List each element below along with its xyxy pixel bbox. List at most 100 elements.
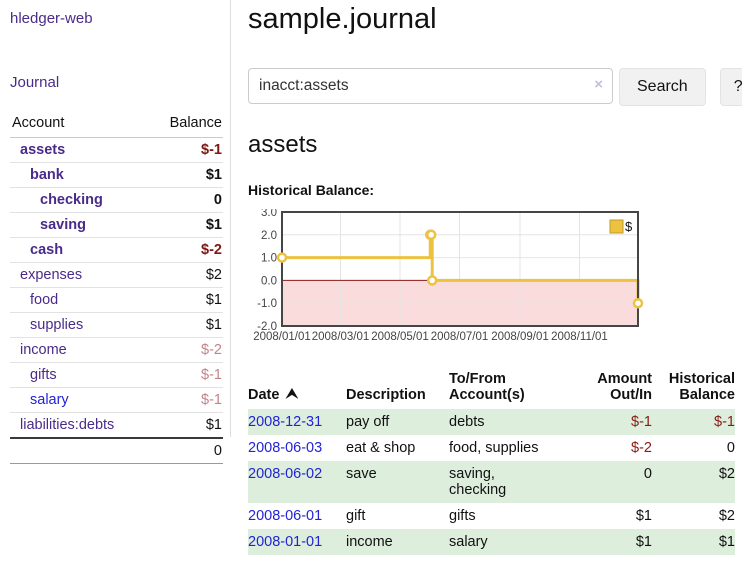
account-row-income: income $-2	[10, 337, 223, 363]
account-link-gifts[interactable]: gifts	[30, 367, 57, 383]
plot-border	[281, 211, 639, 327]
header-date-sortable[interactable]: Date	[248, 369, 346, 409]
transaction-accounts: salary	[449, 534, 488, 550]
transaction-balance: $-1	[714, 414, 735, 430]
accounts-header-row: Account Balance	[10, 112, 223, 138]
account-row-food: food $1	[10, 287, 223, 313]
header-description: Description	[346, 387, 426, 403]
account-balance: $1	[149, 287, 223, 313]
register-table: Date Description To/From Account(s) Amou…	[248, 369, 735, 555]
transaction-accounts: saving, checking	[449, 466, 507, 498]
header-tofrom-accounts: To/From Account(s)	[449, 371, 525, 403]
account-balance: $1	[149, 412, 223, 439]
account-link-checking[interactable]: checking	[40, 192, 103, 208]
transaction-amount: $1	[635, 508, 652, 524]
account-balance: $1	[149, 162, 223, 188]
account-row-cash: cash $-2	[10, 237, 223, 263]
accounts-total-balance: 0	[149, 438, 223, 464]
account-link-assets[interactable]: assets	[20, 142, 66, 158]
search-form: × Search ?	[248, 68, 742, 106]
transaction-row: 2008-06-01 gift gifts $1 $2	[248, 503, 735, 529]
main-pane: sample.journal × Search ? assets Histori…	[231, 0, 742, 555]
transaction-accounts: food, supplies	[449, 440, 539, 456]
x-tick-label: 2008/03/01	[312, 331, 370, 343]
transaction-amount: $-1	[631, 414, 652, 430]
x-tick-label: 2008/01/01	[253, 331, 311, 343]
accounts-header-balance: Balance	[149, 112, 223, 138]
sidebar-item-journal[interactable]: Journal	[10, 74, 60, 91]
search-box: ×	[248, 68, 613, 106]
account-link-income[interactable]: income	[20, 342, 67, 358]
transaction-row: 2008-12-31 pay off debts $-1 $-1	[248, 409, 735, 435]
accounts-header-account: Account	[10, 112, 150, 138]
sort-ascending-icon	[285, 388, 299, 399]
account-row-bank: bank $1	[10, 162, 223, 188]
account-link-food[interactable]: food	[30, 292, 59, 308]
x-tick-label: 2008/09/01	[491, 331, 549, 343]
data-point-marker	[276, 252, 288, 263]
account-row-gifts: gifts $-1	[10, 362, 223, 388]
account-row-supplies: supplies $1	[10, 312, 223, 338]
transaction-accounts: gifts	[449, 508, 476, 524]
transaction-description: gift	[346, 508, 366, 524]
data-point-marker	[425, 229, 437, 241]
account-row-assets: assets $-1	[10, 137, 223, 163]
transaction-description: save	[346, 466, 377, 482]
data-point-marker	[632, 297, 644, 309]
data-point-marker	[426, 275, 438, 286]
transaction-date-link[interactable]: 2008-06-02	[248, 466, 323, 482]
y-tick-label: 3.0	[261, 209, 277, 219]
header-historical-balance: Historical Balance	[668, 371, 735, 403]
transaction-amount: $-2	[631, 440, 652, 456]
account-balance: $-2	[149, 237, 223, 263]
transaction-date-link[interactable]: 2008-06-03	[248, 440, 323, 456]
account-balance: 0	[149, 187, 223, 213]
transaction-description: income	[346, 534, 393, 550]
account-link-expenses[interactable]: expenses	[20, 267, 83, 283]
register-header-row: Date Description To/From Account(s) Amou…	[248, 369, 735, 409]
account-link-salary[interactable]: salary	[30, 392, 69, 408]
transaction-date-link[interactable]: 2008-12-31	[248, 414, 323, 430]
y-tick-label: -2.0	[257, 321, 277, 333]
x-tick-label: 2008/07/01	[431, 331, 489, 343]
legend-label: $	[625, 219, 633, 234]
help-button[interactable]: ?	[719, 68, 742, 106]
account-balance: $1	[149, 312, 223, 338]
transaction-balance: $1	[718, 534, 735, 550]
app-title-link[interactable]: hledger-web	[10, 10, 93, 27]
transaction-balance: 0	[726, 440, 735, 456]
account-link-cash[interactable]: cash	[30, 242, 64, 258]
sidebar: hledger-web Journal Account Balance asse…	[0, 0, 231, 555]
account-link-saving[interactable]: saving	[40, 217, 86, 233]
transaction-amount: $1	[635, 534, 652, 550]
account-row-liabilities-debts: liabilities:debts $1	[10, 412, 223, 439]
chart-label: Historical Balance:	[248, 182, 375, 198]
transaction-date-link[interactable]: 2008-06-01	[248, 508, 323, 524]
account-row-salary: salary $-1	[10, 387, 223, 413]
hledger-web-app: hledger-web Journal Account Balance asse…	[0, 0, 742, 555]
account-link-supplies[interactable]: supplies	[30, 317, 84, 333]
transaction-row: 2008-06-03 eat & shop food, supplies $-2…	[248, 435, 735, 461]
y-tick-label: 1.0	[261, 253, 277, 265]
account-link-bank[interactable]: bank	[30, 167, 64, 183]
search-button[interactable]: Search	[619, 68, 706, 106]
transaction-row: 2008-06-02 save saving, checking 0 $2	[248, 461, 735, 503]
account-balance: $-2	[149, 337, 223, 363]
transaction-accounts: debts	[449, 414, 485, 430]
transaction-balance: $2	[718, 508, 735, 524]
account-balance: $-1	[149, 137, 223, 163]
y-tick-label: -1.0	[257, 298, 277, 310]
account-link-liabilities-debts[interactable]: liabilities:debts	[20, 417, 115, 433]
header-amount: Amount Out/In	[597, 371, 652, 403]
account-balance: $-1	[149, 362, 223, 388]
account-balance: $-1	[149, 387, 223, 413]
clear-search-icon[interactable]: ×	[594, 76, 603, 93]
y-tick-label: 0.0	[261, 275, 277, 287]
account-balance: $1	[149, 212, 223, 238]
search-input[interactable]	[248, 68, 613, 104]
transaction-date-link[interactable]: 2008-01-01	[248, 534, 323, 550]
transaction-description: pay off	[346, 414, 390, 430]
transaction-balance: $2	[718, 466, 735, 482]
